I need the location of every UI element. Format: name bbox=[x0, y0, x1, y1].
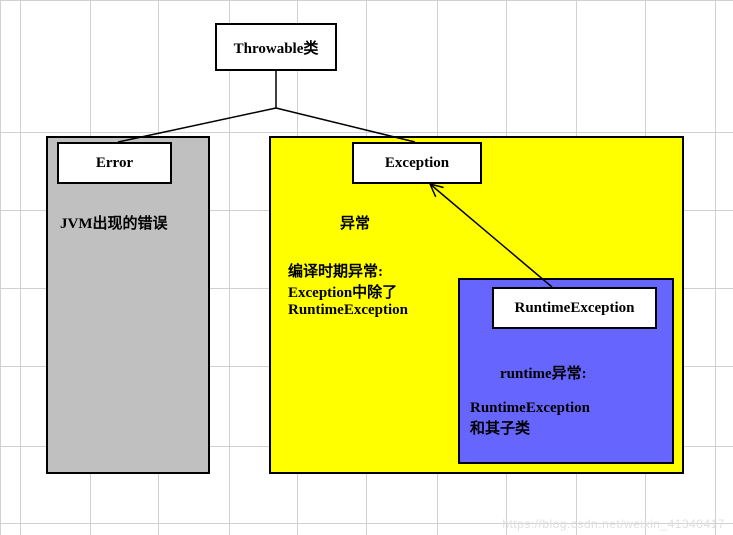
error-label: Error bbox=[96, 155, 133, 172]
throwable-node: Throwable类 bbox=[215, 23, 337, 71]
runtime-exception-node: RuntimeException bbox=[492, 287, 657, 329]
diagram-canvas: Throwable类 Error Exception RuntimeExcept… bbox=[0, 0, 733, 535]
jvm-error-label: JVM出现的错误 bbox=[60, 212, 168, 233]
throwable-label: Throwable类 bbox=[234, 37, 319, 58]
exception-label: Exception bbox=[385, 155, 449, 172]
error-node: Error bbox=[57, 142, 172, 184]
yichang-label: 异常 bbox=[340, 212, 370, 233]
watermark: https://blog.csdn.net/weixin_41340417 bbox=[502, 517, 725, 531]
exception-node: Exception bbox=[352, 142, 482, 184]
runtime-label: runtime异常: bbox=[500, 362, 587, 383]
runtime-exception-label: RuntimeException bbox=[515, 300, 635, 317]
compile-time-label: 编译时期异常: Exception中除了 RuntimeException bbox=[288, 260, 408, 319]
runtime-desc-label: RuntimeException 和其子类 bbox=[470, 400, 590, 438]
